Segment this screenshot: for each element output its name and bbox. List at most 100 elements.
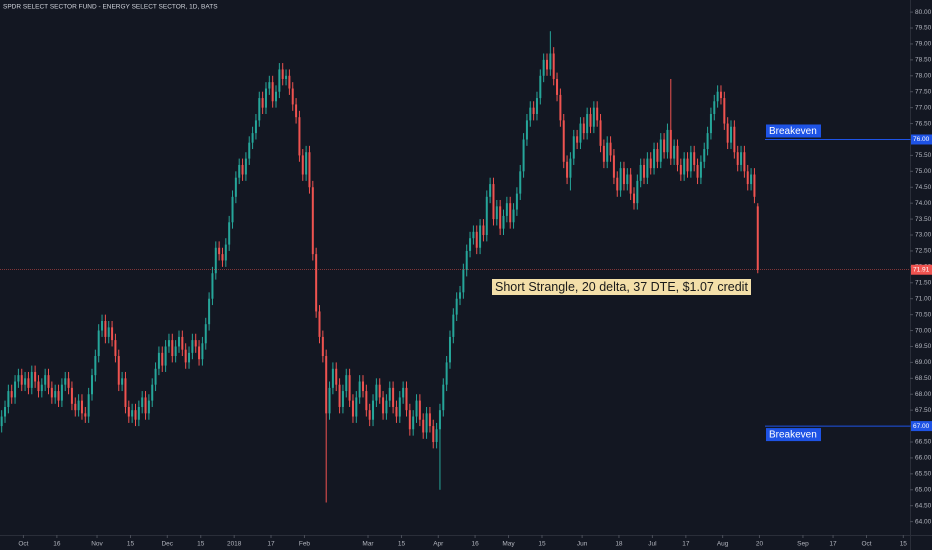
candle-body xyxy=(673,145,676,159)
candle-body xyxy=(84,413,87,417)
candle-body xyxy=(154,368,157,385)
y-tick-label: 67.50 xyxy=(915,407,932,414)
candle-body xyxy=(646,158,649,178)
y-tick-label: 70.00 xyxy=(915,327,932,334)
y-tick-label: 66.50 xyxy=(915,439,932,446)
y-tick-label: 75.50 xyxy=(915,152,932,159)
candle-body xyxy=(301,155,304,175)
candle-body xyxy=(291,88,294,105)
candle-body xyxy=(649,158,652,169)
candle-body xyxy=(422,419,425,433)
candle-body xyxy=(693,152,696,165)
candle-body xyxy=(438,410,441,430)
candle-body xyxy=(305,152,308,175)
candle-body xyxy=(338,384,341,407)
candle-body xyxy=(519,171,522,194)
y-tick-label: 72.50 xyxy=(915,248,932,255)
x-tick-label: 2018 xyxy=(227,541,242,548)
x-tick-label: 15 xyxy=(900,541,908,548)
candle-body xyxy=(144,397,147,414)
candle-body xyxy=(251,133,254,143)
candle-body xyxy=(308,152,311,188)
candle-body xyxy=(345,375,348,392)
candle-body xyxy=(241,164,244,175)
candle-body xyxy=(238,164,241,178)
y-tick-label: 77.00 xyxy=(915,104,932,111)
candle-body xyxy=(228,222,231,245)
candle-body xyxy=(50,387,53,398)
candle-body xyxy=(271,82,274,102)
candle-body xyxy=(171,340,174,357)
candle-body xyxy=(151,384,154,401)
y-tick-label: 66.00 xyxy=(915,455,932,462)
y-tick-label: 79.50 xyxy=(915,25,932,32)
candle-body xyxy=(261,98,264,108)
candle-body xyxy=(452,314,455,337)
candle-body xyxy=(368,410,371,420)
candle-body xyxy=(375,384,378,401)
candle-body xyxy=(0,416,3,427)
candle-body xyxy=(442,384,445,411)
candle-body xyxy=(204,324,207,344)
candle-body xyxy=(546,59,549,70)
y-tick-label: 71.00 xyxy=(915,295,932,302)
candle-body xyxy=(542,59,545,76)
candle-body xyxy=(736,152,739,165)
candle-body xyxy=(325,356,328,414)
y-tick-label: 68.50 xyxy=(915,375,932,382)
y-tick-label: 65.50 xyxy=(915,471,932,478)
candle-body xyxy=(465,250,468,271)
candle-body xyxy=(719,91,722,99)
candle-body xyxy=(643,164,646,178)
y-tick-label: 74.50 xyxy=(915,184,932,191)
y-tick-label: 78.50 xyxy=(915,57,932,64)
candle-body xyxy=(321,336,324,357)
y-tick-label: 77.50 xyxy=(915,88,932,95)
candle-body xyxy=(572,136,575,159)
candle-body xyxy=(709,114,712,134)
candle-body xyxy=(398,397,401,417)
candle-body xyxy=(27,378,30,388)
candle-body xyxy=(418,400,421,420)
candle-body xyxy=(97,330,100,357)
candle-body xyxy=(101,321,104,331)
candle-body xyxy=(161,352,164,366)
candle-body xyxy=(479,225,482,248)
candle-body xyxy=(37,381,40,392)
x-tick-label: Feb xyxy=(299,541,311,548)
candle-body xyxy=(448,336,451,363)
candle-body xyxy=(425,413,428,433)
candle-body xyxy=(622,168,625,185)
candle-body xyxy=(505,203,508,216)
candle-body xyxy=(382,397,385,414)
candle-body xyxy=(556,78,559,95)
annotation: Short Strangle, 20 delta, 37 DTE, $1.07 … xyxy=(492,279,751,295)
candle-body xyxy=(750,174,753,185)
candle-body xyxy=(636,180,639,204)
candle-body xyxy=(40,384,43,392)
candle-body xyxy=(703,149,706,162)
candle-body xyxy=(529,107,532,121)
candle-body xyxy=(117,356,120,385)
candle-body xyxy=(388,387,391,401)
candle-body xyxy=(355,397,358,417)
candle-body xyxy=(184,349,187,363)
x-tick-label: Aug xyxy=(717,541,729,548)
level-label-box xyxy=(911,421,932,432)
candle-body xyxy=(234,177,237,197)
candle-body xyxy=(114,340,117,357)
candle-body xyxy=(525,120,528,140)
candle-body xyxy=(74,403,77,411)
candle-body xyxy=(248,142,251,159)
level-text-box xyxy=(766,428,821,442)
candle-body xyxy=(351,400,354,417)
candle-body xyxy=(104,321,107,337)
candle-body xyxy=(315,254,318,312)
candle-body xyxy=(502,215,505,229)
x-tick-label: Dec xyxy=(161,541,173,548)
candle-body xyxy=(392,387,395,407)
candle-body xyxy=(756,206,759,270)
candle-body xyxy=(599,120,602,146)
price-label: 71.91 xyxy=(913,266,930,273)
candle-body xyxy=(127,406,130,417)
